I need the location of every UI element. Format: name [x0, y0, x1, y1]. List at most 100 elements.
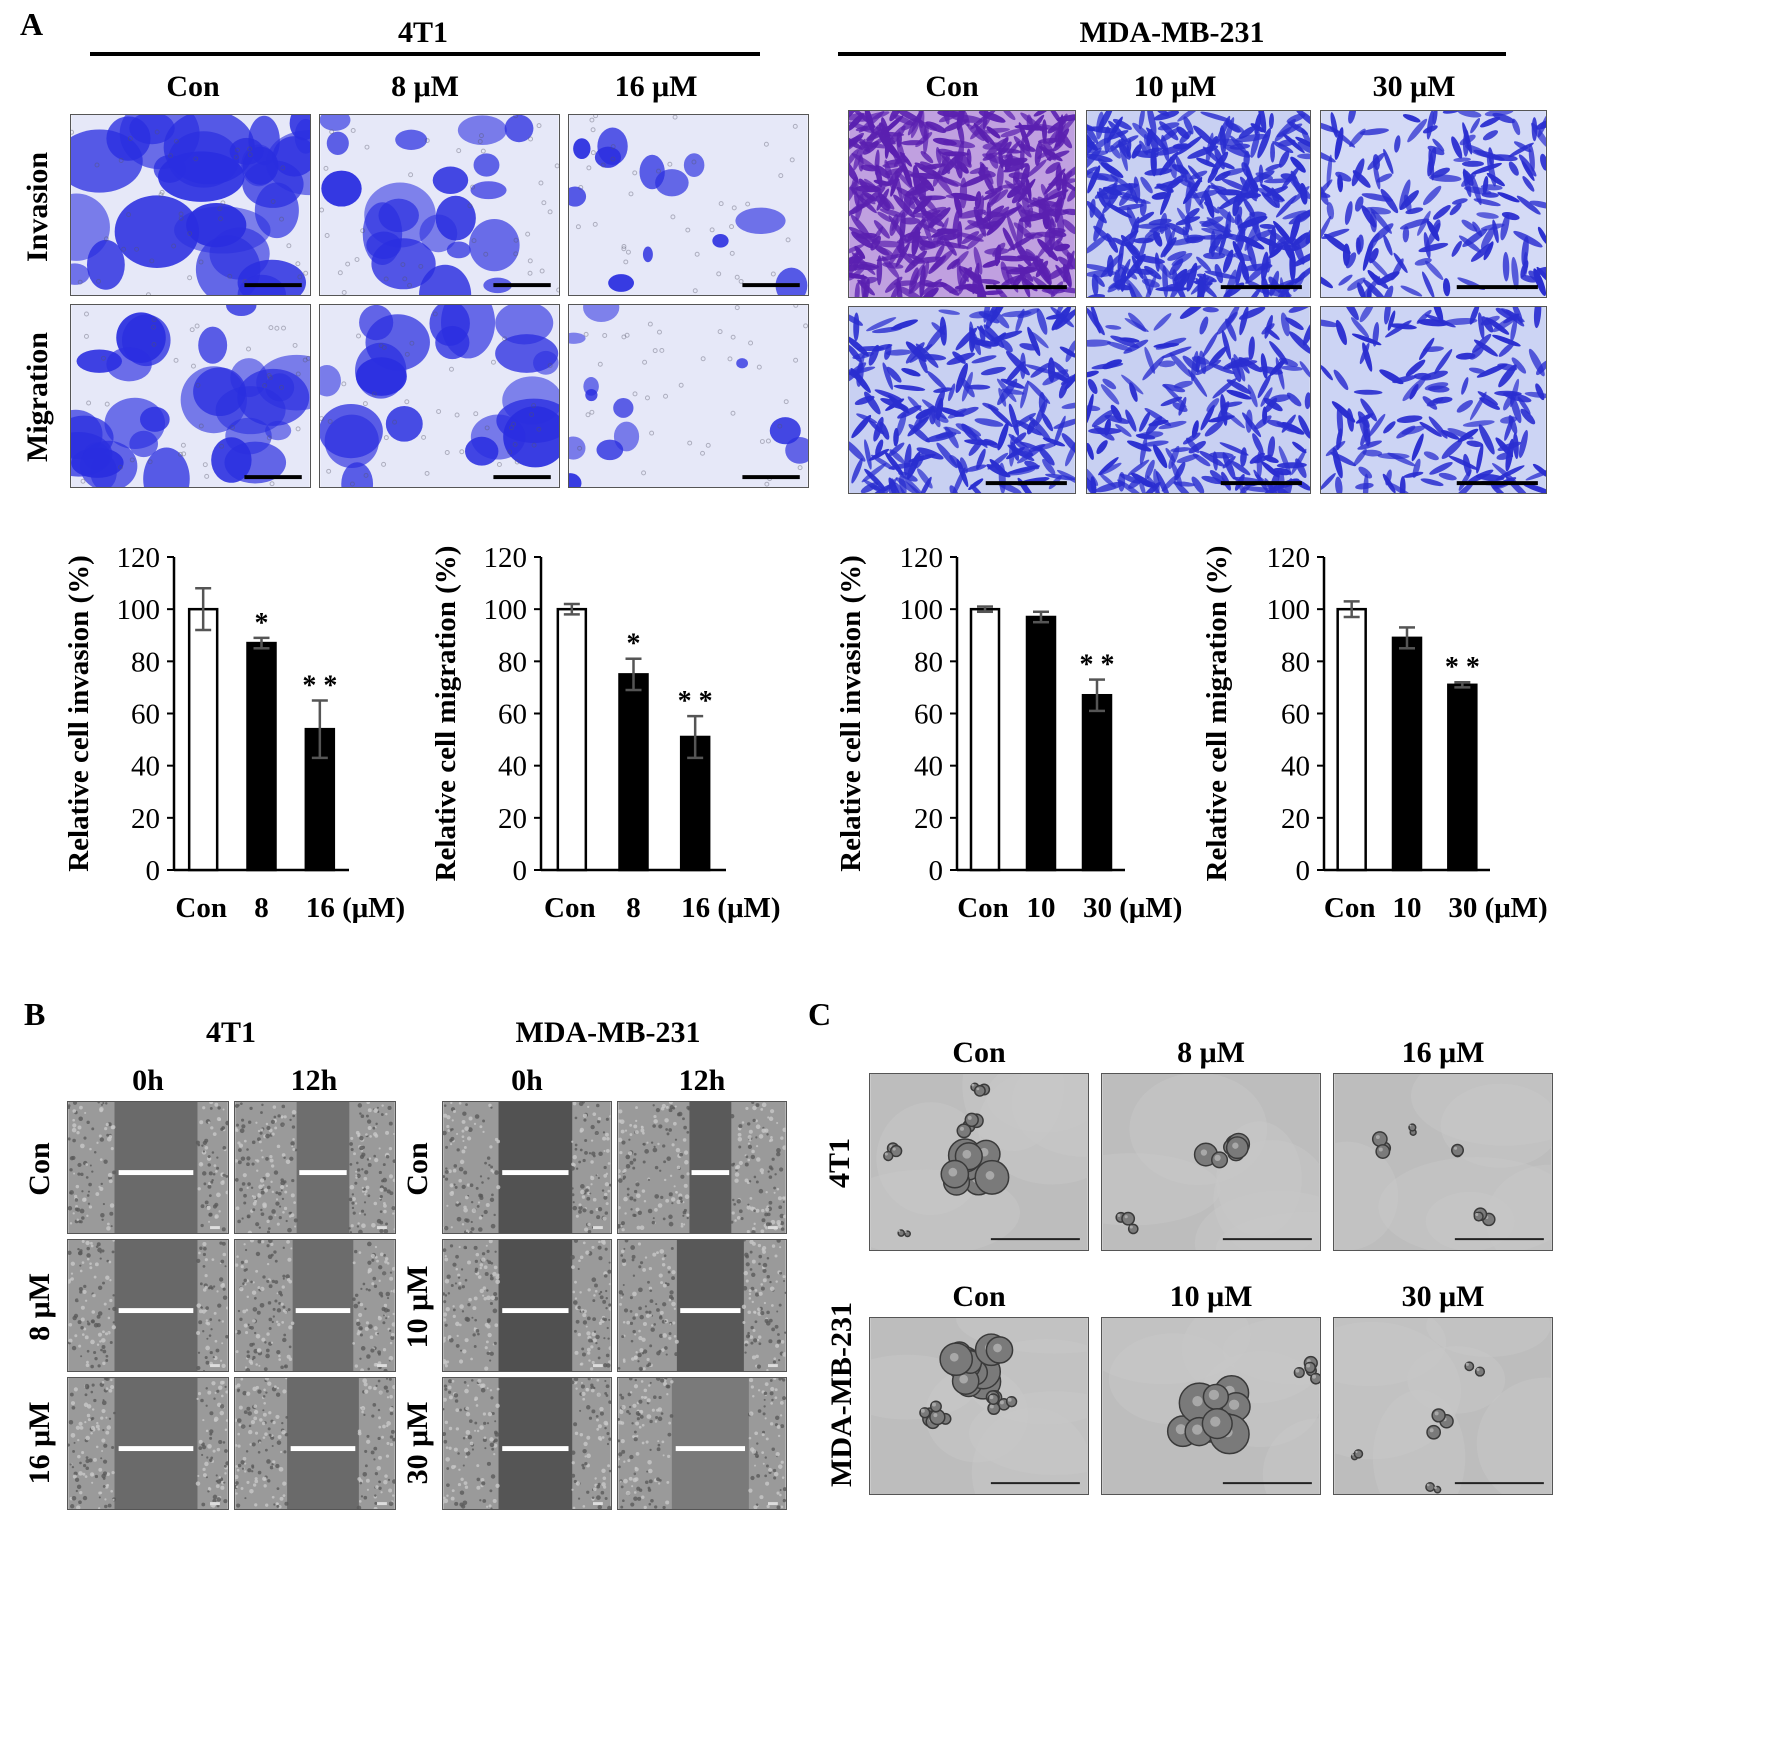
b-row-4t1-8: 8 μM [23, 1273, 56, 1341]
micrograph-4t1-invasion-8 [319, 114, 560, 296]
y-tick-label: 120 [900, 542, 944, 574]
significance-marker: * * [1445, 652, 1480, 683]
y-tick-label: 0 [1296, 855, 1311, 887]
bar [1081, 693, 1113, 872]
x-tick-label: 8 [254, 892, 269, 924]
chart-4t1-invasion: 0 20 40 60 80 100 120 Relative cell invasion (%… [63, 542, 405, 924]
y-tick-label: 0 [146, 855, 161, 887]
b-row-4t1-16: 16 μM [23, 1401, 56, 1485]
wound-mda-10-12h [617, 1239, 787, 1372]
y-tick-label: 20 [131, 803, 160, 835]
b-time-mda-0h: 0h [511, 1064, 543, 1097]
bar [187, 607, 219, 872]
bar [618, 673, 649, 872]
dose-label-mda-30: 30 μM [1372, 70, 1456, 103]
y-tick-label: 60 [131, 699, 160, 731]
y-tick-label: 80 [914, 646, 943, 678]
chart-mda-migration: 0 20 40 60 80 100 120 Relative cell migration (… [1201, 542, 1548, 924]
spheroid-mda-con [869, 1317, 1089, 1495]
bar [1447, 683, 1478, 872]
y-tick-label: 20 [498, 803, 527, 835]
micrograph-mda-invasion-con [848, 110, 1076, 298]
b-time-mda-12h: 12h [678, 1064, 726, 1097]
b-time-4t1-0h: 0h [132, 1064, 164, 1097]
c-dose-4t1-con: Con [952, 1036, 1006, 1069]
row-label-migration: Migration [21, 332, 54, 462]
y-tick-label: 40 [1281, 751, 1310, 783]
bar [679, 735, 711, 872]
y-tick-label: 60 [498, 699, 527, 731]
bar [1336, 607, 1367, 872]
y-axis-title: Relative cell migration (%) [430, 546, 462, 882]
panel-a-letter: A [20, 6, 44, 42]
bar [969, 607, 1001, 872]
c-row-mda: MDA-MB-231 [825, 1302, 858, 1487]
wound-mda-30-0h [442, 1377, 612, 1510]
y-tick-label: 120 [1267, 542, 1311, 574]
x-tick-label: 10 [1393, 892, 1422, 924]
y-tick-label: 60 [914, 699, 943, 731]
x-tick-label: Con [544, 892, 596, 924]
significance-marker: * [255, 608, 269, 639]
spheroid-4t1-16 [1333, 1073, 1553, 1251]
y-tick-label: 40 [498, 751, 527, 783]
y-tick-label: 20 [1281, 803, 1310, 835]
wound-mda-10-0h [442, 1239, 612, 1372]
bar [1391, 636, 1423, 872]
micrograph-4t1-migration-16 [568, 304, 809, 488]
y-tick-label: 100 [900, 594, 944, 626]
bar [1025, 615, 1057, 872]
group-title-mda: MDA-MB-231 [1079, 16, 1265, 49]
group-title-4t1: 4T1 [397, 16, 449, 49]
spheroid-4t1-8 [1101, 1073, 1321, 1251]
micrograph-4t1-invasion-16 [568, 114, 809, 296]
chart-mda-invasion: 0 20 40 60 80 100 120 Relative cell invasion (%… [835, 542, 1182, 924]
b-time-4t1-12h: 12h [290, 1064, 338, 1097]
wound-mda-30-12h [617, 1377, 787, 1510]
wound-mda-con-12h [617, 1101, 787, 1234]
micrograph-mda-migration-10 [1086, 306, 1311, 494]
c-dose-mda-10: 10 μM [1169, 1280, 1253, 1313]
wound-4t1-8-12h [234, 1239, 396, 1372]
x-tick-label: 30 (μM) [1083, 892, 1182, 924]
significance-marker: * * [678, 686, 713, 717]
dose-label-4t1-8: 8 μM [391, 70, 459, 103]
dose-label-mda-10: 10 μM [1133, 70, 1217, 103]
y-tick-label: 60 [1281, 699, 1310, 731]
y-tick-label: 100 [117, 594, 161, 626]
x-tick-label: 16 (μM) [681, 892, 780, 924]
y-tick-label: 120 [117, 542, 161, 574]
row-label-invasion: Invasion [21, 151, 54, 263]
x-tick-label: 16 (μM) [306, 892, 405, 924]
wound-mda-con-0h [442, 1101, 612, 1234]
y-tick-label: 40 [131, 751, 160, 783]
b-row-mda-30: 30 μM [401, 1401, 434, 1485]
micrograph-4t1-migration-con [70, 304, 311, 488]
y-tick-label: 0 [929, 855, 944, 887]
spheroid-mda-30 [1333, 1317, 1553, 1495]
spheroid-mda-10 [1101, 1317, 1321, 1495]
bar [246, 641, 277, 872]
x-tick-label: 10 [1027, 892, 1056, 924]
group-rule-4t1 [90, 52, 760, 56]
c-dose-mda-con: Con [952, 1280, 1006, 1313]
x-tick-label: Con [957, 892, 1009, 924]
b-row-mda-10: 10 μM [401, 1265, 434, 1349]
y-tick-label: 80 [1281, 646, 1310, 678]
y-tick-label: 20 [914, 803, 943, 835]
spheroid-4t1-con [869, 1073, 1089, 1251]
micrograph-mda-migration-30 [1320, 306, 1547, 494]
x-tick-label: Con [1324, 892, 1376, 924]
significance-marker: * [627, 629, 641, 660]
significance-marker: * * [302, 670, 337, 701]
chart-4t1-migration: 0 20 40 60 80 100 120 Relative cell migration (… [430, 542, 781, 924]
panel-b-letter: B [24, 996, 46, 1032]
b-row-4t1-con: Con [23, 1142, 56, 1196]
dose-label-4t1-16: 16 μM [614, 70, 698, 103]
c-dose-4t1-16: 16 μM [1401, 1036, 1485, 1069]
y-axis-title: Relative cell invasion (%) [835, 555, 867, 872]
dose-label-4t1-con: Con [166, 70, 220, 103]
y-tick-label: 40 [914, 751, 943, 783]
micrograph-mda-invasion-10 [1086, 110, 1311, 298]
bar [556, 607, 588, 872]
